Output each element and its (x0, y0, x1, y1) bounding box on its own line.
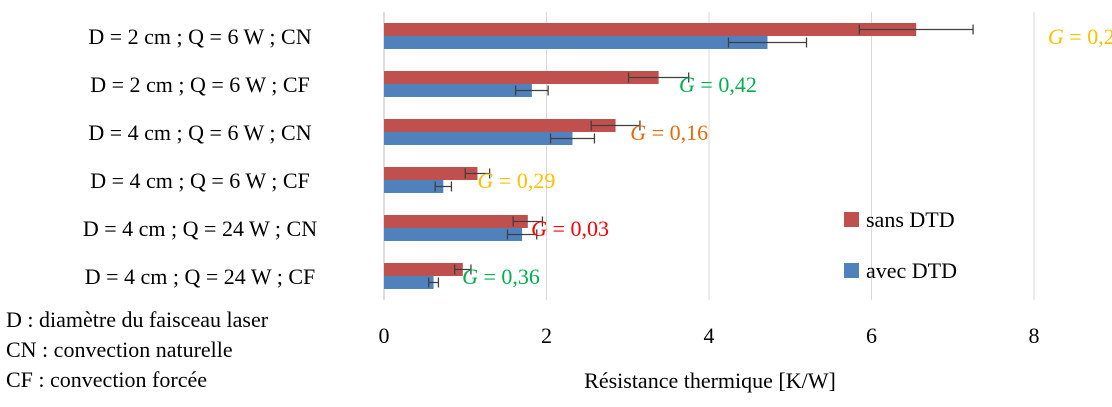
bar (384, 228, 523, 241)
bars (384, 23, 917, 289)
category-label: D = 2 cm ; Q = 6 W ; CF (90, 72, 310, 97)
g-annotation: G = 0,29 (478, 168, 556, 193)
bar (384, 36, 768, 49)
g-annotation: G = 0,27 (1048, 24, 1112, 49)
bar (384, 23, 917, 36)
x-tick-label: 8 (1029, 323, 1040, 348)
x-tick-label: 2 (541, 323, 552, 348)
footnote: CN : convection naturelle (6, 337, 233, 362)
bar (384, 276, 434, 289)
grid-lines (546, 12, 1035, 300)
x-tick-label: 0 (379, 323, 390, 348)
bar (384, 167, 478, 180)
x-axis-label: Résistance thermique [K/W] (584, 368, 836, 393)
legend-label: sans DTD (866, 207, 955, 232)
bar (384, 263, 463, 276)
g-annotation: G = 0,16 (630, 120, 708, 145)
bar (384, 119, 616, 132)
g-annotations: G = 0,27 G = 0,42 G = 0,16 G = 0,29 G = 0,03… (462, 24, 1112, 289)
x-tick-label: 4 (704, 323, 715, 348)
footnote: CF : convection forcée (6, 367, 207, 392)
bar (384, 71, 659, 84)
g-annotation: G = 0,42 (679, 72, 757, 97)
legend-label: avec DTD (866, 258, 957, 283)
x-tick-labels: 0 2 4 6 8 (379, 323, 1040, 348)
legend-swatch (844, 263, 859, 278)
bar (384, 132, 573, 145)
footnote: D : diamètre du faisceau laser (6, 307, 269, 332)
category-label: D = 4 cm ; Q = 6 W ; CN (88, 120, 311, 145)
footnotes: D : diamètre du faisceau laser CN : conve… (6, 307, 269, 392)
legend-swatch (844, 212, 859, 227)
x-tick-label: 6 (866, 323, 877, 348)
bar (384, 215, 528, 228)
g-annotation: G = 0,03 (531, 216, 609, 241)
error-bars (428, 24, 974, 288)
category-label: D = 4 cm ; Q = 6 W ; CF (90, 168, 310, 193)
category-labels: D = 2 cm ; Q = 6 W ; CN D = 2 cm ; Q = 6 … (83, 24, 317, 289)
category-label: D = 2 cm ; Q = 6 W ; CN (88, 24, 311, 49)
legend: sans DTD avec DTD (844, 207, 957, 283)
g-annotation: G = 0,36 (462, 264, 540, 289)
bar (384, 84, 532, 97)
category-label: D = 4 cm ; Q = 24 W ; CN (83, 216, 317, 241)
bar (384, 180, 444, 193)
category-label: D = 4 cm ; Q = 24 W ; CF (85, 264, 316, 289)
